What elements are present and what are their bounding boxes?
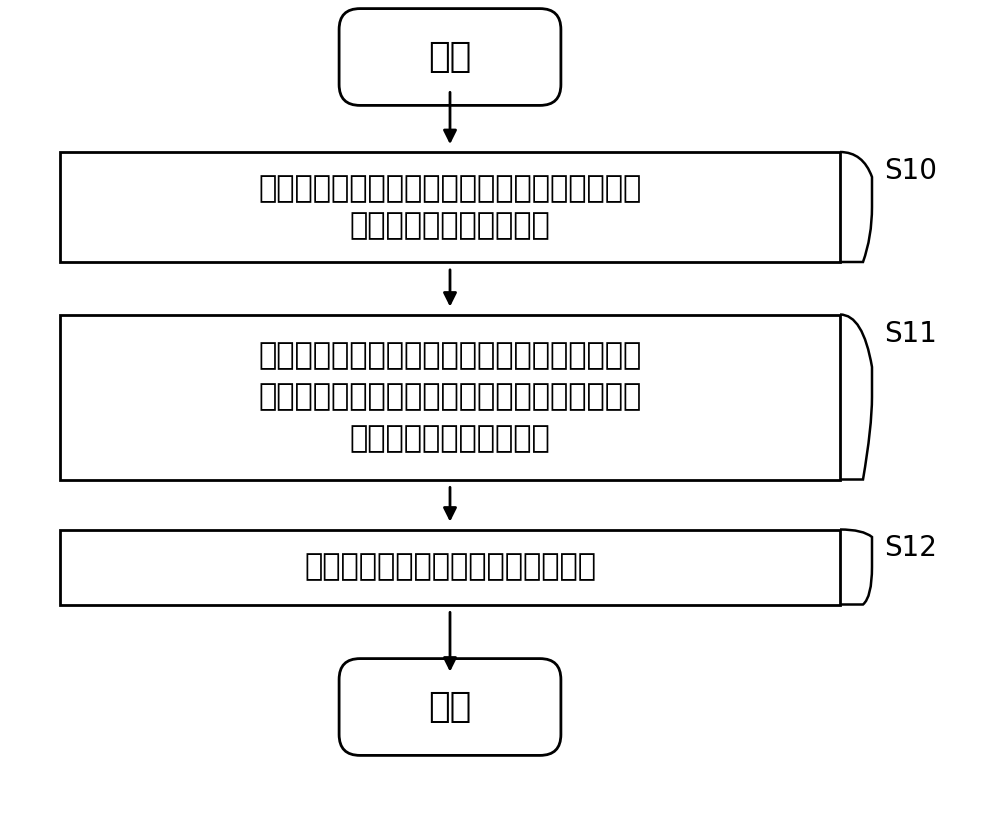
Text: 结束: 结束 xyxy=(428,690,472,724)
Text: 识法，生成参数计算方程: 识法，生成参数计算方程 xyxy=(350,423,550,453)
Text: S12: S12 xyxy=(884,534,937,562)
Text: 根据参数计算方程解得输电线路参数: 根据参数计算方程解得输电线路参数 xyxy=(304,552,596,582)
Text: 采集输电线路的第一端的第一故障录波数据和第: 采集输电线路的第一端的第一故障录波数据和第 xyxy=(258,174,642,203)
Bar xyxy=(60,529,840,605)
FancyBboxPatch shape xyxy=(339,659,561,755)
Text: 二端的第二故障录波数据: 二端的第二故障录波数据 xyxy=(350,210,550,240)
Bar xyxy=(60,152,840,262)
Text: 计算第一故障录波数据和第二故障录波数据之间: 计算第一故障录波数据和第二故障录波数据之间 xyxy=(258,341,642,370)
Text: 的不同步因子，并将不同步因子代入在线参数辞: 的不同步因子，并将不同步因子代入在线参数辞 xyxy=(258,383,642,412)
Text: S11: S11 xyxy=(884,319,937,348)
FancyBboxPatch shape xyxy=(339,8,561,106)
Text: 开始: 开始 xyxy=(428,40,472,74)
Text: S10: S10 xyxy=(884,157,937,185)
Bar xyxy=(60,314,840,479)
